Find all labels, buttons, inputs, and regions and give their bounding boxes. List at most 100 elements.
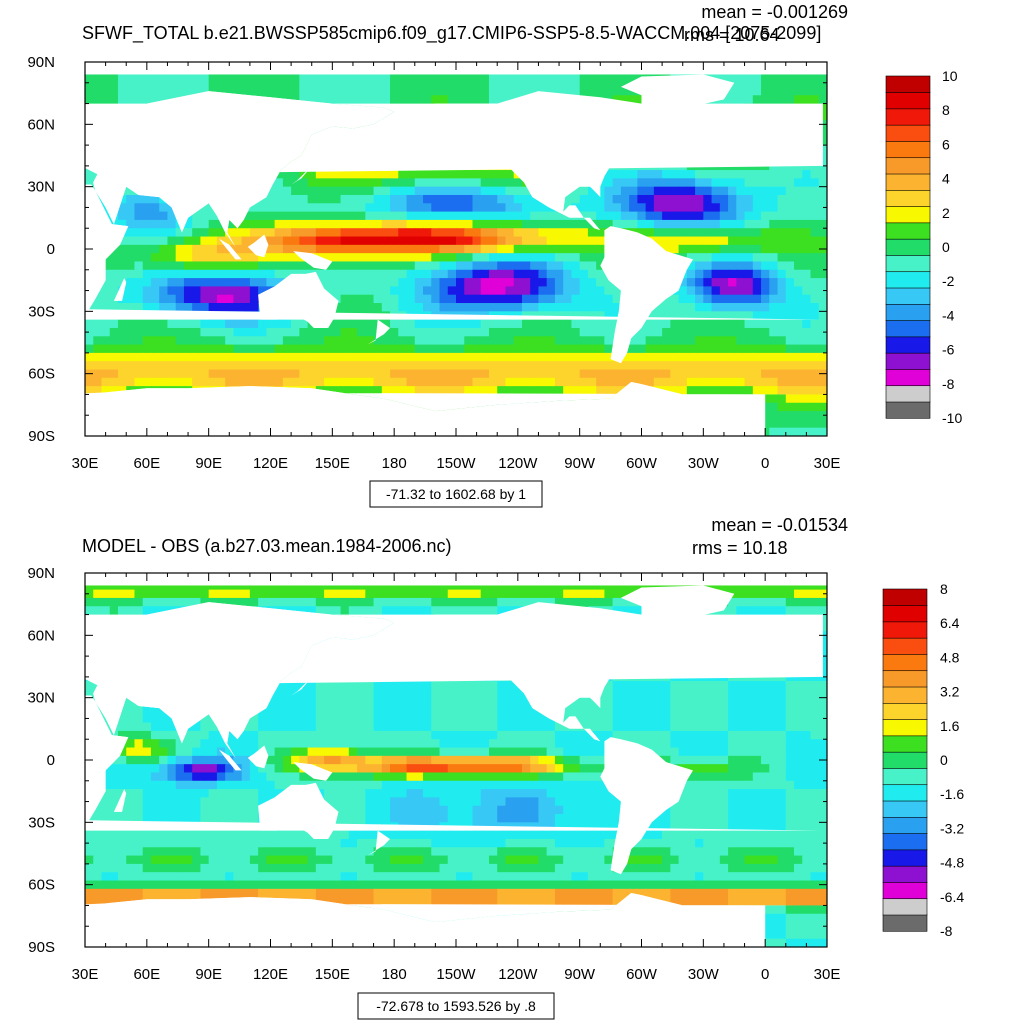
field-cell <box>802 161 812 171</box>
x-tick-label: 150E <box>315 455 350 472</box>
field-cell <box>406 269 416 279</box>
field-cell <box>695 352 704 362</box>
field-cell <box>175 352 185 362</box>
field-cell <box>357 303 366 312</box>
field-cell <box>225 377 234 387</box>
field-cell <box>769 427 779 436</box>
field-cell <box>423 303 432 312</box>
field-cell <box>678 203 688 213</box>
field-cell <box>744 377 754 387</box>
field-cell <box>686 581 696 591</box>
y-tick-label: 0 <box>47 241 55 258</box>
field-cell <box>291 369 300 379</box>
field-cell <box>818 394 827 404</box>
land-mask <box>93 91 823 247</box>
colorbar-label: -6 <box>942 342 955 358</box>
field-cell <box>126 581 136 591</box>
field-cell <box>579 286 589 296</box>
field-cell <box>810 261 820 271</box>
field-cell <box>794 294 803 304</box>
field-cell <box>348 386 358 396</box>
field-cell <box>563 386 573 396</box>
field-cell <box>216 269 226 279</box>
field-cell <box>530 70 540 80</box>
field-cell <box>423 170 432 179</box>
field-cell <box>521 236 531 246</box>
field-cell <box>488 70 498 80</box>
field-cell <box>480 244 490 254</box>
field-cell <box>126 597 136 607</box>
field-cell <box>456 194 465 204</box>
field-cell <box>530 203 540 213</box>
panel-top-mean: mean = -0.001269 <box>701 2 848 22</box>
field-cell <box>488 211 498 221</box>
field-cell <box>134 219 144 229</box>
field-cell <box>423 86 432 96</box>
field-cell <box>357 336 366 346</box>
field-cell <box>406 606 416 616</box>
field-cell <box>587 194 597 204</box>
field-cell <box>85 361 94 371</box>
field-cell <box>818 597 827 607</box>
field-cell <box>216 319 226 329</box>
field-cell <box>282 203 292 213</box>
field-cell <box>126 319 136 329</box>
field-cell <box>464 95 474 105</box>
field-cell <box>365 253 375 263</box>
field-cell <box>678 178 688 188</box>
field-cell <box>142 203 152 213</box>
y-tick-label: 90N <box>27 54 55 71</box>
colorbar-swatch <box>885 271 931 289</box>
field-cell <box>266 327 276 337</box>
field-cell <box>472 377 482 387</box>
colorbar-swatch <box>885 254 931 273</box>
field-cell <box>480 581 490 591</box>
field-cell <box>390 78 399 88</box>
field-cell <box>794 178 803 188</box>
field-cell <box>695 253 704 263</box>
field-cell <box>521 269 531 279</box>
field-cell <box>670 369 680 379</box>
field-cell <box>521 369 531 379</box>
field-cell <box>497 203 507 213</box>
field-cell <box>521 294 531 304</box>
field-cell <box>620 86 630 96</box>
field-cell <box>761 597 770 607</box>
field-cell <box>414 269 424 279</box>
field-cell <box>818 269 827 279</box>
field-cell <box>530 303 540 312</box>
field-cell <box>175 589 185 599</box>
field-cell <box>695 286 704 296</box>
field-cell <box>456 219 465 229</box>
field-cell <box>357 244 366 254</box>
field-cell <box>414 278 424 287</box>
field-cell <box>769 377 779 387</box>
field-cell <box>167 269 177 279</box>
field-cell <box>488 219 498 229</box>
field-cell <box>423 278 432 287</box>
field-cell <box>266 352 276 362</box>
field-cell <box>662 244 671 254</box>
field-cell <box>744 336 754 346</box>
field-cell <box>414 78 424 88</box>
field-cell <box>579 597 589 607</box>
field-cell <box>604 194 614 204</box>
field-cell <box>233 286 243 296</box>
field-cell <box>464 244 474 254</box>
field-cell <box>414 211 424 221</box>
field-cell <box>365 303 375 312</box>
field-cell <box>736 228 746 238</box>
field-cell <box>423 253 432 263</box>
field-cell <box>266 361 276 371</box>
field-cell <box>818 411 827 420</box>
field-cell <box>431 203 441 213</box>
field-cell <box>744 278 754 287</box>
field-cell <box>324 219 333 229</box>
field-cell <box>761 589 770 599</box>
field-cell <box>406 170 416 179</box>
field-cell <box>653 203 663 213</box>
field-cell <box>810 219 820 229</box>
field-cell <box>117 352 127 362</box>
field-cell <box>406 336 416 346</box>
field-cell <box>785 211 795 221</box>
